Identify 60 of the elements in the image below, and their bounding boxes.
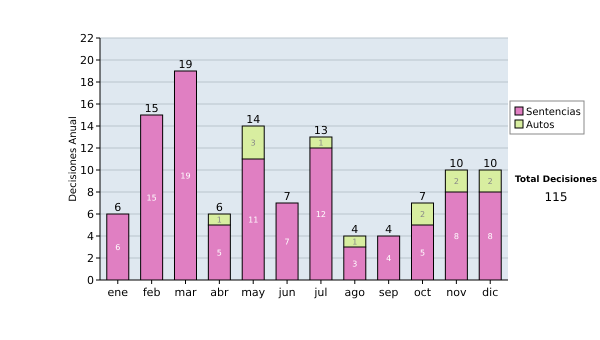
text: Total Decisiones [514,175,598,185]
y-axis-title: Decisiones Anual [68,116,79,202]
x-tick-label: abr [210,286,229,299]
data-label: 12 [316,210,326,219]
total-label: 4 [351,223,358,236]
total-label: 7 [419,190,426,203]
x-tick-label: mar [174,286,197,299]
total-label: 15 [144,102,159,115]
data-label: 2 [488,177,493,186]
data-label: 5 [216,248,222,258]
data-label: 5 [420,248,426,258]
total-label: 14 [246,113,260,126]
total-label: 6 [216,201,223,214]
data-label: 6 [115,243,120,252]
data-label: 3 [250,138,256,148]
x-tick-label: jun [278,286,296,299]
y-tick-label: 18 [80,76,94,89]
y-tick-label: 8 [87,186,94,199]
x-tick-label: ene [108,286,128,299]
x-tick-label: feb [142,286,160,299]
total-label: 4 [385,223,392,236]
data-label: 7 [284,238,290,246]
data-label: 1 [216,216,222,224]
data-label: 2 [420,210,426,219]
data-label: 19 [180,172,191,180]
data-label: 8 [454,232,459,241]
total-label: 10 [483,157,498,170]
data-label: 3 [352,260,358,268]
y-tick-label: 12 [80,142,94,155]
y-tick-label: 10 [80,164,94,177]
x-tick-label: sep [378,286,398,299]
x-tick-label: jul [313,286,328,299]
total-label: 7 [284,190,291,203]
x-tick-label: nov [446,286,467,299]
data-label: 1 [318,138,324,148]
data-label: 4 [386,254,392,263]
legend-label: Sentencias [526,107,581,118]
x-tick-label: ago [344,286,366,299]
y-tick-label: 20 [80,54,94,67]
x-tick-label: dic [482,286,498,299]
y-tick-label: 22 [80,32,94,45]
y-tick-label: 6 [87,208,94,221]
text: 115 [544,190,568,204]
total-label: 13 [314,124,328,137]
y-tick-label: 0 [87,274,94,287]
total-label: 19 [178,58,192,71]
total-label: 10 [449,157,464,170]
data-label: 15 [146,194,157,202]
x-tick-label: oct [414,286,432,299]
legend-label: Autos [526,120,554,131]
data-label: 8 [488,232,493,241]
data-label: 11 [248,216,258,224]
x-tick-label: may [241,286,266,299]
data-label: 1 [352,238,358,246]
y-tick-label: 16 [80,98,94,111]
y-tick-label: 14 [80,120,94,133]
y-tick-label: 4 [87,230,94,243]
y-tick-label: 2 [87,252,94,265]
data-label: 2 [454,177,459,186]
total-label: 6 [114,201,122,214]
